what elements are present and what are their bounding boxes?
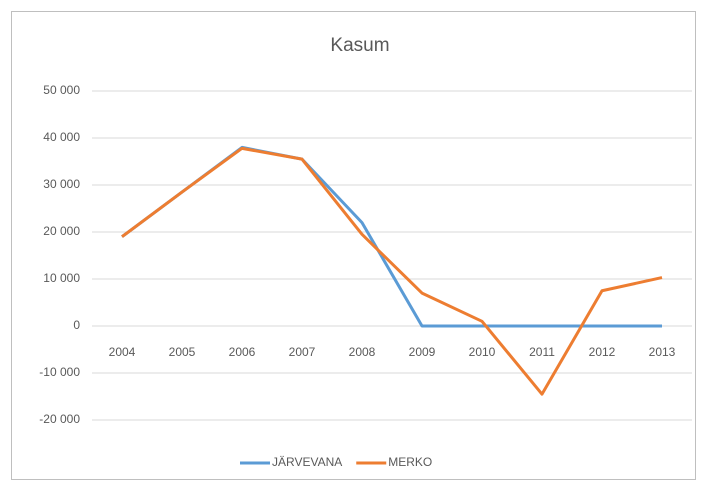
y-tick-label: 40 000 xyxy=(43,130,80,144)
x-tick-label: 2007 xyxy=(289,345,316,359)
x-tick-label: 2006 xyxy=(229,345,256,359)
chart-title: Kasum xyxy=(330,35,389,56)
series-line xyxy=(121,146,663,396)
legend-label: JÄRVEVANA xyxy=(272,455,342,469)
x-tick-label: 2005 xyxy=(169,345,196,359)
legend-label: MERKO xyxy=(388,455,432,469)
y-tick-label: 10 000 xyxy=(43,271,80,285)
y-tick-label: -20 000 xyxy=(39,412,80,426)
x-tick-label: 2013 xyxy=(649,345,676,359)
y-tick-label: 30 000 xyxy=(43,177,80,191)
chart-frame xyxy=(11,11,696,480)
x-tick-label: 2004 xyxy=(109,345,136,359)
x-tick-label: 2009 xyxy=(409,345,436,359)
x-tick-label: 2008 xyxy=(349,345,376,359)
y-tick-label: -10 000 xyxy=(39,365,80,379)
y-tick-label: 20 000 xyxy=(43,224,80,238)
y-tick-label: 0 xyxy=(73,318,80,332)
x-tick-label: 2012 xyxy=(589,345,616,359)
x-tick-label: 2010 xyxy=(469,345,496,359)
y-tick-label: 50 000 xyxy=(43,83,80,97)
x-tick-label: 2011 xyxy=(529,345,555,359)
